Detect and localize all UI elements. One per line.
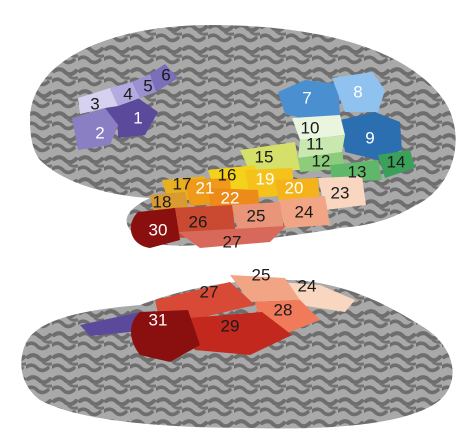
label-26: 26 [189,213,208,232]
region-24 [278,196,330,228]
label-b27: 27 [200,283,219,302]
label-4: 4 [123,85,132,104]
medial-view: 25 24 27 28 31 29 [21,266,453,429]
label-30: 30 [149,221,168,240]
region-group-blue [278,72,402,160]
label-2: 2 [95,124,104,143]
label-7: 7 [302,89,311,108]
label-11: 11 [306,135,324,154]
label-19: 19 [256,170,275,189]
label-27: 27 [223,233,242,252]
lateral-labels: 1 2 3 4 5 6 7 8 9 10 11 12 13 14 15 16 1… [90,66,405,252]
label-b29: 29 [221,317,240,336]
region-30 [130,208,180,248]
region-8 [332,72,385,112]
region-10 [292,115,345,140]
label-8: 8 [353,83,362,102]
region-2 [72,108,118,150]
region-7 [278,80,340,120]
label-24: 24 [295,203,314,222]
label-3: 3 [90,95,99,114]
region-14 [378,150,415,178]
label-b25: 25 [252,266,271,285]
region-5 [132,74,156,98]
label-12: 12 [312,152,331,171]
label-17: 17 [173,175,192,194]
region-group-purple [72,64,178,150]
region-6 [150,64,178,92]
region-15 [240,142,300,172]
label-20: 20 [285,179,304,198]
label-23: 23 [331,184,350,203]
region-27 [178,226,286,248]
region-23 [318,176,366,210]
lateral-view: 1 2 3 4 5 6 7 8 9 10 11 12 13 14 15 16 1… [30,25,456,252]
region-b29 [188,312,292,355]
region-b24 [280,282,355,312]
region-group-green [240,115,415,182]
label-b28: 28 [274,301,293,320]
label-21: 21 [196,179,215,198]
region-25 [232,202,284,232]
region-b31 [131,310,200,362]
label-18: 18 [153,193,172,212]
region-1 [105,98,158,138]
region-group-red [130,176,366,248]
label-22: 22 [221,189,240,208]
label-15: 15 [255,148,274,167]
label-9: 9 [365,129,374,148]
region-b25 [230,275,300,302]
label-14: 14 [387,153,406,172]
label-25: 25 [247,207,266,226]
label-13: 13 [348,163,367,182]
region-11 [298,135,345,158]
label-6: 6 [161,66,170,85]
label-b31: 31 [149,311,168,330]
label-1: 1 [133,109,142,128]
label-b24: 24 [298,277,317,296]
region-4 [110,82,140,106]
region-9 [340,112,402,160]
region-13 [330,160,382,182]
label-5: 5 [143,77,152,96]
label-16: 16 [218,166,237,185]
medial-labels: 25 24 27 28 31 29 [149,266,317,336]
label-10: 10 [301,119,320,138]
region-3 [78,88,118,114]
